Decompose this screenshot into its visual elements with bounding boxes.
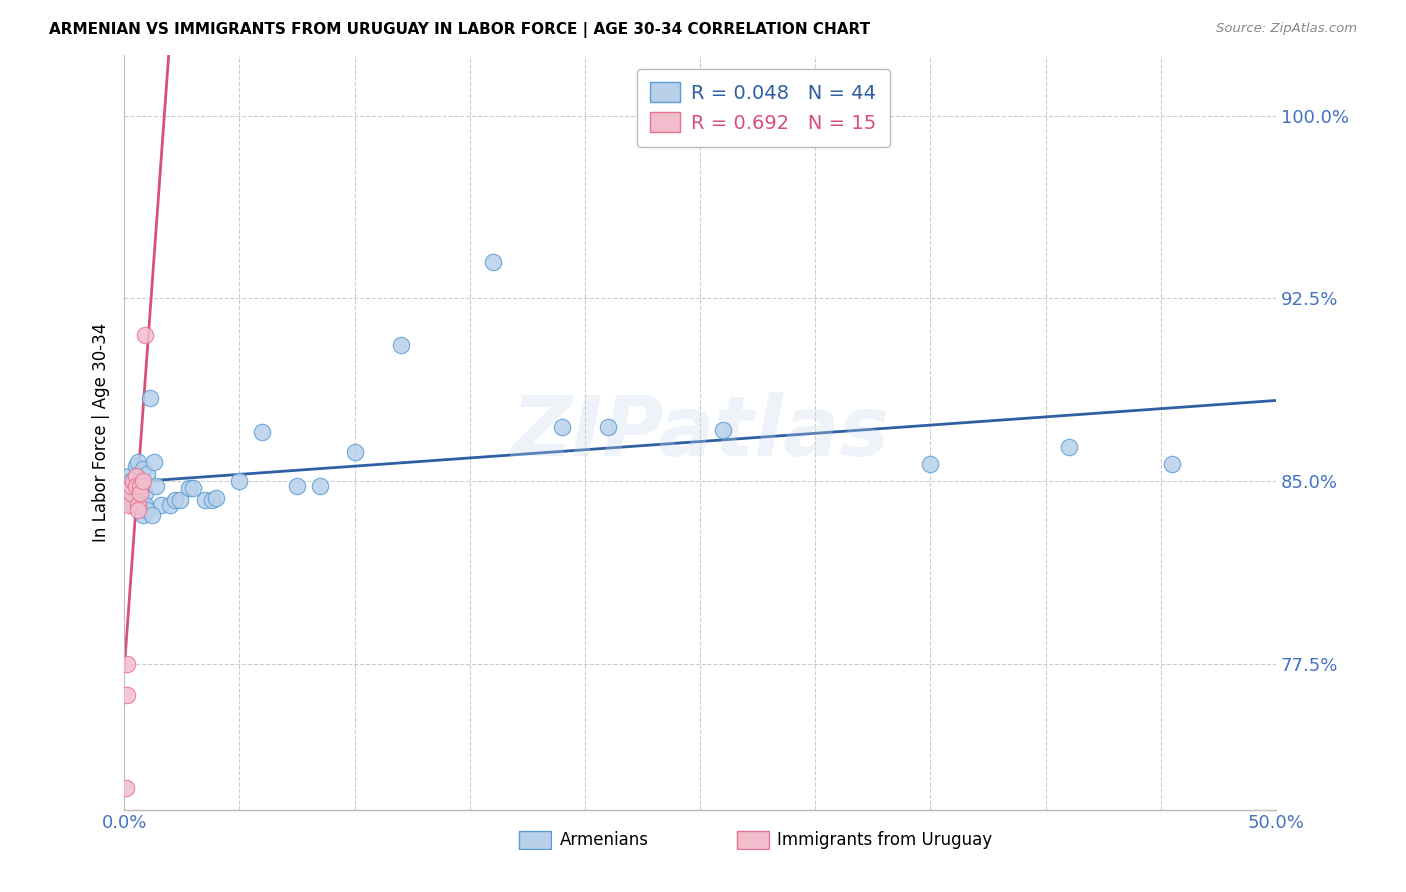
Point	[122, 479, 145, 493]
Point	[138, 391, 160, 405]
Legend: R = 0.048   N = 44, R = 0.692   N = 15: R = 0.048 N = 44, R = 0.692 N = 15	[637, 69, 890, 146]
Point	[136, 503, 159, 517]
Point	[122, 474, 145, 488]
Point	[596, 420, 619, 434]
Point	[127, 469, 149, 483]
Point	[134, 499, 156, 513]
Point	[118, 499, 141, 513]
Point	[163, 493, 186, 508]
Point	[122, 499, 145, 513]
Point	[252, 425, 274, 440]
Point	[309, 479, 332, 493]
Point	[118, 469, 141, 483]
Point	[169, 493, 191, 508]
Text: ZIPatlas: ZIPatlas	[512, 392, 889, 473]
Point	[125, 459, 148, 474]
Point	[127, 454, 149, 468]
Text: Source: ZipAtlas.com: Source: ZipAtlas.com	[1216, 22, 1357, 36]
Point	[125, 469, 148, 483]
Point	[127, 503, 149, 517]
Y-axis label: In Labor Force | Age 30-34: In Labor Force | Age 30-34	[93, 323, 110, 542]
Point	[228, 474, 250, 488]
Text: Armenians: Armenians	[560, 830, 648, 849]
Point	[131, 508, 153, 522]
Point	[194, 493, 217, 508]
Point	[920, 457, 942, 471]
Text: ARMENIAN VS IMMIGRANTS FROM URUGUAY IN LABOR FORCE | AGE 30-34 CORRELATION CHART: ARMENIAN VS IMMIGRANTS FROM URUGUAY IN L…	[49, 22, 870, 38]
Point	[120, 486, 142, 500]
Text: Immigrants from Uruguay: Immigrants from Uruguay	[778, 830, 993, 849]
Point	[129, 486, 152, 500]
Point	[134, 328, 156, 343]
Point	[125, 479, 148, 493]
Point	[120, 479, 142, 493]
Point	[136, 467, 159, 481]
Point	[711, 423, 734, 437]
Point	[145, 479, 167, 493]
Point	[129, 479, 152, 493]
Point	[127, 499, 149, 513]
Point	[143, 454, 166, 468]
Point	[134, 486, 156, 500]
Point	[150, 499, 173, 513]
Point	[129, 500, 152, 515]
Point	[1057, 440, 1080, 454]
Point	[131, 462, 153, 476]
Point	[115, 657, 138, 671]
Point	[1161, 457, 1184, 471]
FancyBboxPatch shape	[737, 831, 769, 848]
Point	[127, 499, 149, 513]
Point	[343, 445, 366, 459]
Point	[177, 481, 200, 495]
Point	[131, 474, 153, 488]
Point	[120, 474, 142, 488]
Point	[125, 479, 148, 493]
Point	[115, 780, 138, 795]
Point	[285, 479, 308, 493]
Point	[205, 491, 228, 505]
Point	[181, 481, 204, 495]
FancyBboxPatch shape	[519, 831, 551, 848]
Point	[201, 493, 224, 508]
Point	[115, 688, 138, 702]
Point	[389, 337, 412, 351]
Point	[159, 499, 181, 513]
Point	[141, 508, 163, 522]
Point	[129, 474, 152, 488]
Point	[481, 255, 503, 269]
Point	[551, 420, 574, 434]
Point	[120, 493, 142, 508]
